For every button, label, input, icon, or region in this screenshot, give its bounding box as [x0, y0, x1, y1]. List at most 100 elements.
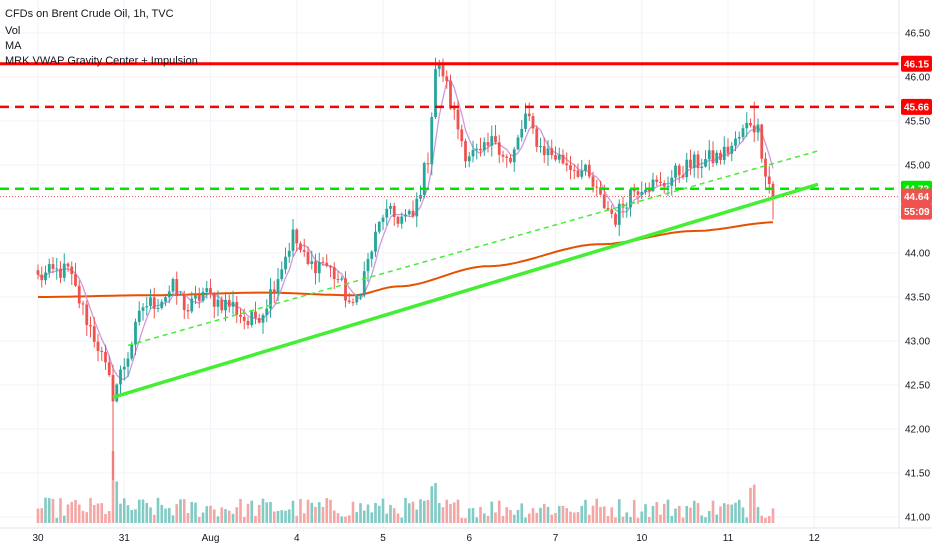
candle-body [250, 311, 254, 325]
candle-body [366, 258, 370, 272]
candle [141, 303, 145, 321]
trendline-main[interactable] [112, 182, 819, 399]
candle-body [66, 263, 70, 267]
legend-volume[interactable]: Vol [5, 25, 20, 37]
candle-body [201, 291, 205, 301]
candle [411, 200, 415, 219]
candle-body [224, 299, 227, 311]
candle [730, 141, 734, 162]
candle-body [74, 274, 77, 286]
candle-body [509, 157, 512, 163]
candle-body [707, 150, 711, 160]
volume-bar [527, 513, 531, 523]
candle [719, 149, 722, 165]
volume-bar [449, 503, 452, 523]
candle [576, 163, 580, 179]
candle [59, 261, 62, 283]
candle-body [531, 116, 535, 129]
candle [475, 143, 479, 160]
candle [752, 101, 756, 143]
candle-body [445, 76, 449, 82]
candle-body [261, 315, 265, 323]
volume-bar [415, 509, 419, 523]
volume-bar [659, 514, 662, 523]
volume-bar [385, 513, 389, 523]
candle-body [569, 165, 572, 170]
volume-bar [662, 503, 666, 523]
candle-body [272, 289, 276, 294]
candle-body [104, 351, 107, 363]
candle [677, 163, 681, 184]
volume-bar [111, 451, 115, 523]
candle [494, 125, 497, 145]
volume-bars [36, 451, 775, 523]
y-tick-label: 46.00 [905, 73, 930, 84]
candle [36, 264, 40, 280]
candle-body [235, 301, 239, 315]
candle [201, 287, 205, 303]
candle [359, 293, 362, 300]
candle [467, 152, 471, 168]
volume-bar [749, 487, 752, 523]
candle [209, 279, 212, 299]
volume-bar [464, 518, 467, 523]
volume-bar [77, 504, 81, 523]
candle-body [62, 263, 66, 278]
candle-body [336, 279, 340, 281]
candle-body [516, 137, 520, 150]
candle [392, 202, 396, 226]
volume-bar [239, 498, 242, 523]
candle-body [51, 264, 55, 269]
candle [722, 136, 726, 165]
candle [287, 242, 291, 263]
volume-bar [47, 498, 51, 523]
candle-body [452, 108, 456, 110]
candle-body [745, 122, 749, 129]
candle-body [160, 301, 164, 308]
candle [542, 137, 546, 164]
candle [220, 296, 224, 314]
candle-body [734, 138, 737, 146]
volume-bar [126, 505, 130, 523]
volume-bar [617, 499, 621, 523]
volume-bar [482, 513, 486, 523]
legend-vwap-indicator[interactable]: MRK VWAP Gravity Center + Impulsion [5, 55, 198, 67]
candle-body [197, 295, 201, 301]
candle [711, 141, 715, 168]
legend-symbol-title[interactable]: CFDs on Brent Crude Oil, 1h, TVC [5, 8, 174, 20]
candle-body [674, 165, 677, 178]
volume-bar [152, 514, 156, 523]
candle [629, 187, 632, 217]
volume-bar [737, 499, 741, 523]
volume-bar [606, 516, 610, 523]
candle [85, 300, 89, 336]
volume-bar [602, 506, 606, 523]
candle-body [175, 279, 179, 295]
candle-body [329, 266, 332, 268]
volume-bar [531, 508, 535, 523]
candle [426, 152, 430, 174]
time-axis[interactable]: 30 31 Aug 4 5 6 7 10 11 12 [32, 533, 820, 544]
volume-bar [550, 514, 554, 523]
volume-bar [317, 502, 321, 523]
candle-body [471, 149, 475, 157]
candle-body [670, 177, 674, 186]
volume-bar [89, 498, 92, 523]
volume-bar [115, 481, 119, 523]
candle-body [107, 362, 111, 376]
legend-ma[interactable]: MA [5, 40, 22, 52]
volume-bar [374, 502, 377, 523]
volume-bar [261, 498, 265, 523]
candle [224, 291, 227, 322]
candle-body [145, 306, 149, 308]
candle [606, 200, 610, 211]
price-tag-bg [901, 55, 932, 72]
candle-body [512, 149, 516, 163]
candle-body [227, 299, 231, 307]
trendline-dashed[interactable] [127, 150, 819, 347]
candle-body [434, 69, 437, 118]
candle [749, 118, 752, 128]
price-tag: 55:09 [901, 203, 932, 220]
candle-body [287, 250, 291, 257]
candle-body [231, 301, 235, 307]
